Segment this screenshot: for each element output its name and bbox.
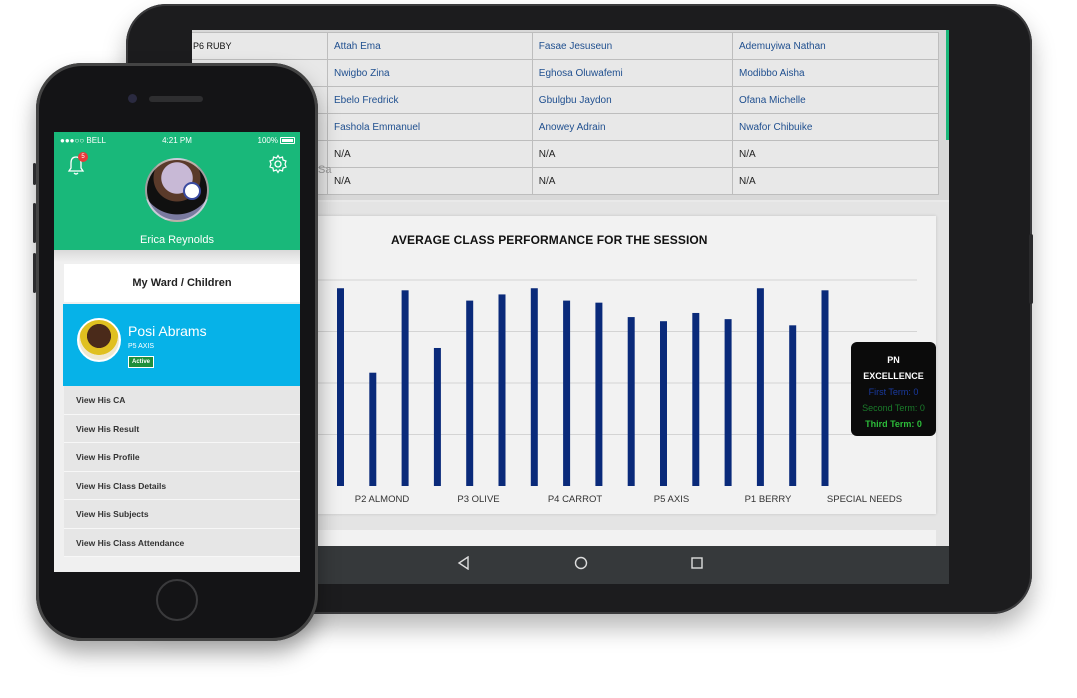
carrier-label: ●●●○○ BELL: [60, 136, 106, 145]
table-row: Ebelo Fredrick Gbulgbu Jaydon Ofana Michel…: [192, 86, 939, 114]
student-cell[interactable]: Nwafor Chibuike: [732, 113, 939, 141]
menu-item[interactable]: View His Profile: [64, 443, 300, 472]
x-tick-label: SPECIAL NEEDS: [827, 494, 902, 505]
section-title: My Ward / Children: [64, 264, 300, 302]
ward-avatar: [77, 318, 121, 362]
chart-bar[interactable]: [692, 312, 700, 486]
menu-item[interactable]: View His Result: [64, 414, 300, 443]
android-nav-bar: [318, 546, 949, 584]
chart-bar[interactable]: [789, 325, 797, 486]
student-cell[interactable]: Attah Ema: [327, 32, 533, 60]
ward-class: P5 AXIS: [128, 343, 155, 350]
chart-bar[interactable]: [724, 319, 732, 486]
student-cell[interactable]: Fashola Emmanuel: [327, 113, 533, 141]
student-cell[interactable]: Gbulgbu Jaydon: [531, 86, 734, 114]
student-cell[interactable]: Eghosa Oluwafemi: [531, 59, 734, 87]
chart-bar[interactable]: [401, 290, 409, 486]
tooltip-title-2: EXCELLENCE: [863, 371, 924, 381]
tooltip-third-term: Third Term: 0: [865, 419, 922, 429]
phone-mute-switch: [33, 163, 36, 185]
student-cell[interactable]: Ademuyiwa Nathan: [732, 32, 939, 60]
tooltip-second-term: Second Term: 0: [862, 403, 925, 413]
ghost-label: Sa: [318, 164, 332, 176]
chart-bar[interactable]: [756, 288, 764, 486]
table-row: Nwigbo Zina Eghosa Oluwafemi Modibbo Aisha: [192, 59, 939, 87]
student-cell[interactable]: Modibbo Aisha: [732, 59, 939, 87]
clock-label: 4:21 PM: [162, 136, 192, 145]
x-tick-label: P4 CARROT: [548, 494, 603, 505]
student-cell[interactable]: Fasae Jesuseun: [531, 32, 734, 60]
class-cell: P6 RUBY: [192, 32, 328, 60]
student-cell[interactable]: Anowey Adrain: [531, 113, 734, 141]
chart-bar[interactable]: [660, 321, 667, 486]
phone-volume-down: [33, 253, 36, 293]
performance-chart-card: [317, 216, 936, 514]
student-cell: N/A: [327, 167, 533, 195]
front-camera: [128, 94, 137, 103]
notification-badge: 5: [78, 152, 88, 162]
x-tick-label: P3 OLIVE: [457, 494, 499, 505]
menu-item[interactable]: View His Class Details: [64, 471, 300, 500]
chart-tooltip: PN EXCELLENCE First Term: 0 Second Term:…: [851, 342, 936, 436]
student-cell: N/A: [327, 140, 533, 168]
chart-title: AVERAGE CLASS PERFORMANCE FOR THE SESSIO…: [391, 233, 708, 247]
menu-item[interactable]: View His Class Attendance: [64, 528, 300, 557]
tooltip-title: PN: [887, 355, 900, 365]
phone-home-button[interactable]: [156, 579, 198, 621]
menu-item[interactable]: View His Subjects: [64, 500, 300, 529]
table-row: P6 RUBY Attah Ema Fasae Jesuseun Ademuyiwa …: [192, 32, 939, 60]
back-icon[interactable]: [454, 555, 474, 575]
green-accent-edge: [946, 30, 949, 140]
student-cell[interactable]: Nwigbo Zina: [327, 59, 533, 87]
earpiece-speaker: [149, 96, 203, 102]
chart-bar[interactable]: [369, 372, 377, 486]
chart-bar[interactable]: [337, 288, 344, 486]
battery-icon: [280, 137, 295, 144]
ward-card[interactable]: Posi Abrams P5 AXIS Active: [63, 304, 300, 386]
student-cell: N/A: [531, 167, 734, 195]
recents-icon[interactable]: [687, 555, 707, 575]
chart-bar[interactable]: [498, 294, 506, 486]
chart-bar[interactable]: [433, 347, 441, 486]
x-tick-label: P1 BERRY: [745, 494, 792, 505]
status-bar: ●●●○○ BELL 4:21 PM 100%: [54, 134, 300, 148]
status-badge: Active: [128, 356, 155, 368]
student-cell: N/A: [732, 140, 939, 168]
x-tick-label: P5 AXIS: [654, 494, 689, 505]
bar-chart: P2 ALMOND P3 OLIVE P4 CARROT P5 AXIS P1 BERR…: [317, 279, 917, 505]
battery-label: 100%: [257, 136, 278, 145]
chart-bar[interactable]: [530, 288, 538, 486]
chart-bottom-strip: [317, 530, 936, 546]
ward-name: Posi Abrams: [128, 323, 207, 339]
table-row: N/A N/A N/A: [192, 140, 939, 168]
tooltip-first-term: First Term: 0: [868, 387, 919, 397]
chart-bar[interactable]: [821, 290, 829, 486]
ward-menu: View His CA View His Result View His Profi…: [64, 386, 300, 557]
menu-item[interactable]: View His CA: [64, 386, 300, 415]
student-cell[interactable]: Ebelo Fredrick: [327, 86, 533, 114]
student-cell[interactable]: Ofana Michelle: [732, 86, 939, 114]
home-icon[interactable]: [571, 555, 591, 575]
chart-bar[interactable]: [595, 302, 603, 486]
tablet-volume-button: [1029, 234, 1033, 304]
phone-volume-up: [33, 203, 36, 243]
profile-header: ●●●○○ BELL 4:21 PM 100% 5 Erica Reynolds: [54, 132, 300, 250]
student-cell: N/A: [531, 140, 734, 168]
student-cell: N/A: [732, 167, 939, 195]
header-shadow: [54, 250, 300, 262]
chart-bar[interactable]: [466, 300, 474, 486]
chart-bar[interactable]: [563, 300, 571, 486]
x-tick-label: P2 ALMOND: [355, 494, 410, 505]
user-name: Erica Reynolds: [140, 234, 214, 246]
chart-bar[interactable]: [627, 317, 635, 486]
phone-screen: ●●●○○ BELL 4:21 PM 100% 5 Erica Reynolds…: [54, 132, 300, 572]
settings-gear-icon[interactable]: [268, 154, 288, 174]
tablet-app-screen: P6 RUBY Attah Ema Fasae Jesuseun Ademuyiwa …: [192, 30, 949, 584]
user-avatar[interactable]: [145, 158, 209, 222]
